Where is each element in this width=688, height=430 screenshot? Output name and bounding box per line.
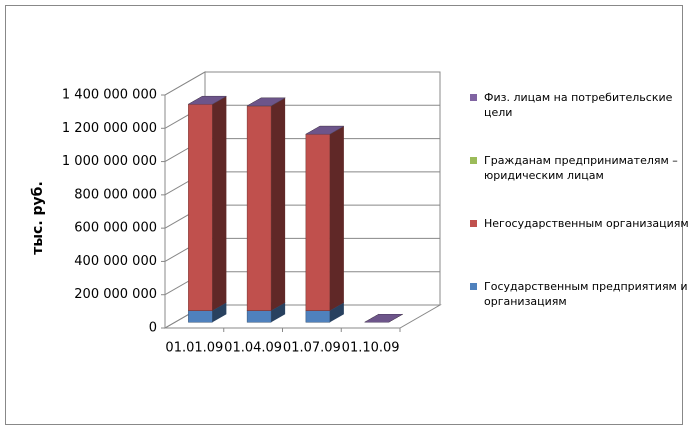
bar [304, 125, 345, 135]
legend-swatch [470, 283, 477, 290]
bar [246, 97, 287, 107]
bar-top [187, 95, 228, 105]
bar-side [212, 96, 227, 311]
legend-swatch [470, 157, 477, 164]
bar-top [363, 314, 404, 323]
x-tick-label: 01.01.09 [165, 341, 223, 356]
y-tick-label: 0 [149, 321, 157, 336]
bar [363, 314, 404, 323]
y-tick-label: 200 000 000 [74, 287, 157, 302]
y-tick-label: 400 000 000 [74, 254, 157, 269]
bar-front [246, 105, 272, 311]
bar-side [329, 126, 344, 311]
bar-side [271, 302, 286, 323]
legend-item: Государственным предприятиям и организац… [470, 279, 688, 309]
legend-swatch [470, 220, 477, 227]
bar [246, 97, 287, 311]
legend-label: Физ. лицам на потребительские цели [484, 91, 673, 119]
y-tick-label: 1 000 000 000 [62, 154, 157, 169]
bar-front [246, 310, 272, 323]
x-tick-label: 01.10.09 [342, 341, 400, 356]
bar-top [246, 97, 287, 107]
y-tick-label: 800 000 000 [74, 187, 157, 202]
bar [187, 95, 228, 105]
y-tick-label: 1 200 000 000 [62, 121, 157, 136]
legend-label: Негосударственным организациям [484, 217, 688, 230]
legend-item: Негосударственным организациям [470, 216, 688, 231]
grid-line [164, 71, 440, 96]
y-axis-title: тыс. руб. [30, 181, 46, 255]
y-tick-label: 1 400 000 000 [62, 88, 157, 103]
legend-item: Физ. лицам на потребительские цели [470, 90, 688, 120]
chart-frame [5, 5, 683, 425]
bar [187, 95, 228, 311]
legend-item: Гражданам предпринимателям – юридическим… [470, 153, 688, 183]
y-tick-label: 600 000 000 [74, 221, 157, 236]
bar-front [188, 103, 213, 311]
bar-front [305, 133, 331, 311]
legend-label: Государственным предприятиям и организац… [484, 280, 688, 308]
bar-front [188, 310, 213, 323]
legend-label: Гражданам предпринимателям – юридическим… [484, 154, 678, 182]
x-tick-label: 01.07.09 [283, 341, 341, 356]
legend-swatch [470, 94, 477, 101]
bar-side [329, 302, 344, 323]
bar-side [271, 97, 286, 311]
bar [304, 125, 345, 311]
bar-top [304, 125, 345, 135]
x-tick-label: 01.04.09 [224, 341, 282, 356]
bar-side [212, 302, 227, 323]
bar-front [305, 310, 331, 323]
